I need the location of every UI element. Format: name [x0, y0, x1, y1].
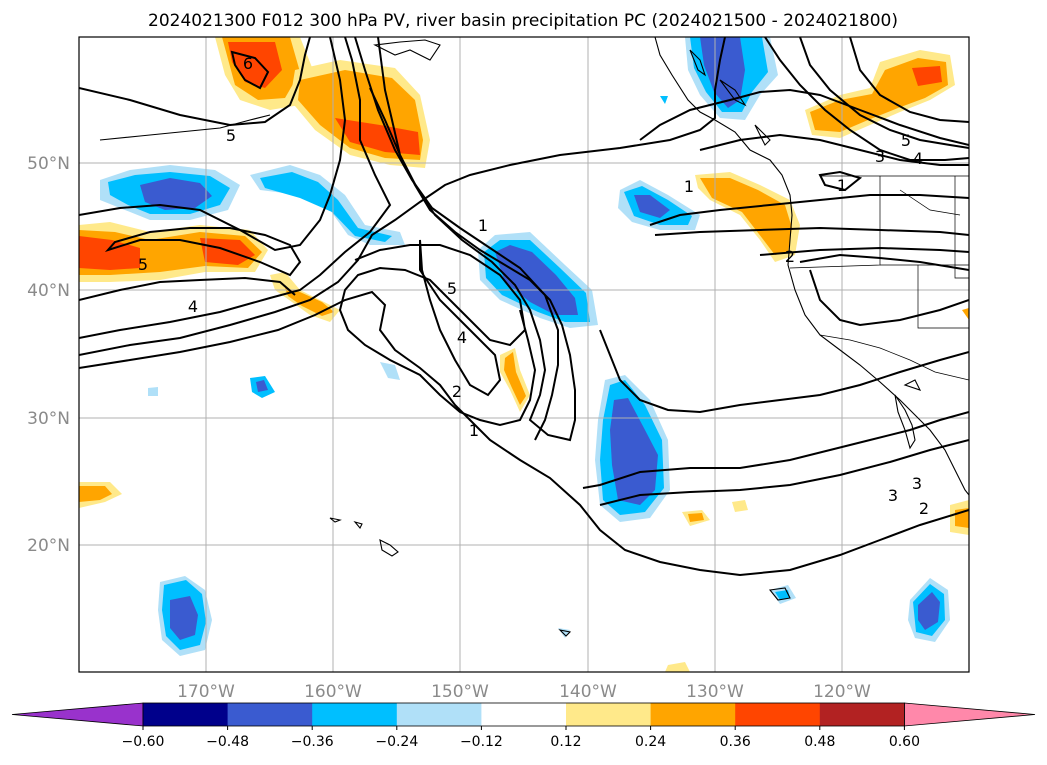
colorbar-tick-label: −0.36: [291, 734, 334, 750]
country-borders: [789, 175, 969, 381]
colorbar-tick-label: −0.60: [122, 734, 165, 750]
colorbar-extend-low: [11, 702, 144, 727]
colorbar-cell: [481, 703, 567, 726]
graticule: [79, 37, 969, 672]
colorbar-tick-label: −0.48: [206, 734, 249, 750]
contour-label: 1: [469, 421, 479, 440]
colorbar-cell: [566, 703, 652, 726]
colorbar-tick-label: 0.60: [889, 734, 920, 750]
colorbar-tick-label: 0.24: [635, 734, 666, 750]
contour-label: 2: [919, 499, 929, 518]
contour-label: 5: [226, 126, 236, 145]
contour-label: 6: [243, 54, 253, 73]
contour-label: 5: [447, 279, 457, 298]
colorbar-cell: [143, 703, 229, 726]
lat-label: 30°N: [27, 409, 70, 429]
contour-label: 1: [837, 176, 847, 195]
colorbar-cell: [735, 703, 821, 726]
colorbar-cells: [11, 702, 1036, 727]
contour-label: 4: [913, 149, 923, 168]
contour-label: 2: [452, 382, 462, 401]
contour-label: 1: [478, 216, 488, 235]
latitude-labels: 50°N 40°N 30°N 20°N: [27, 154, 70, 556]
lat-label: 50°N: [27, 154, 70, 174]
figure-title: 2024021300 F012 300 hPa PV, river basin …: [148, 11, 898, 31]
colorbar-tick-label: −0.12: [460, 734, 503, 750]
contour-label: 3: [912, 474, 922, 493]
lon-label: 120°W: [813, 682, 871, 702]
longitude-labels: 170°W 160°W 150°W 140°W 130°W 120°W: [177, 682, 871, 702]
contour-label: 1: [684, 177, 694, 196]
lon-label: 170°W: [177, 682, 235, 702]
map-area: 6 5 5 4 5 4 1 2 1 1 5 4 3 1 2 3 3 2: [79, 37, 969, 672]
colorbar-tick-labels: −0.60 −0.48 −0.36 −0.24 −0.12 0.12 0.24 0.36 0.4…: [122, 726, 920, 750]
lon-label: 150°W: [431, 682, 489, 702]
contour-label: 3: [888, 486, 898, 505]
colorbar-cell: [819, 703, 905, 726]
colorbar-cell: [227, 703, 313, 726]
pv-contour-labels: 6 5 5 4 5 4 1 2 1 1 5 4 3 1 2 3 3 2: [138, 54, 929, 518]
colorbar-tick-label: 0.12: [550, 734, 581, 750]
pv-contours: [79, 37, 969, 577]
contour-label: 3: [875, 147, 885, 166]
colorbar-extend-high: [904, 702, 1036, 727]
contour-label: 2: [785, 247, 795, 266]
lat-label: 20°N: [27, 536, 70, 556]
colorbar-frame: [142, 702, 905, 727]
colorbar-cell: [650, 703, 736, 726]
colorbar-tick-label: 0.48: [804, 734, 835, 750]
contour-label: 4: [457, 328, 467, 347]
colorbar-cell: [396, 703, 482, 726]
colorbar-cell: [312, 703, 398, 726]
colorbar: −0.60 −0.48 −0.36 −0.24 −0.12 0.12 0.24 0.36 0.4…: [11, 702, 1036, 750]
lon-label: 140°W: [559, 682, 617, 702]
lat-label: 40°N: [27, 281, 70, 301]
contour-label: 5: [138, 255, 148, 274]
map-frame: [78, 36, 970, 673]
lon-label: 130°W: [686, 682, 744, 702]
contour-label: 5: [901, 131, 911, 150]
lon-label: 160°W: [304, 682, 362, 702]
contour-label: 4: [188, 297, 198, 316]
colorbar-tick-label: 0.36: [720, 734, 751, 750]
colorbar-tick-label: −0.24: [375, 734, 418, 750]
